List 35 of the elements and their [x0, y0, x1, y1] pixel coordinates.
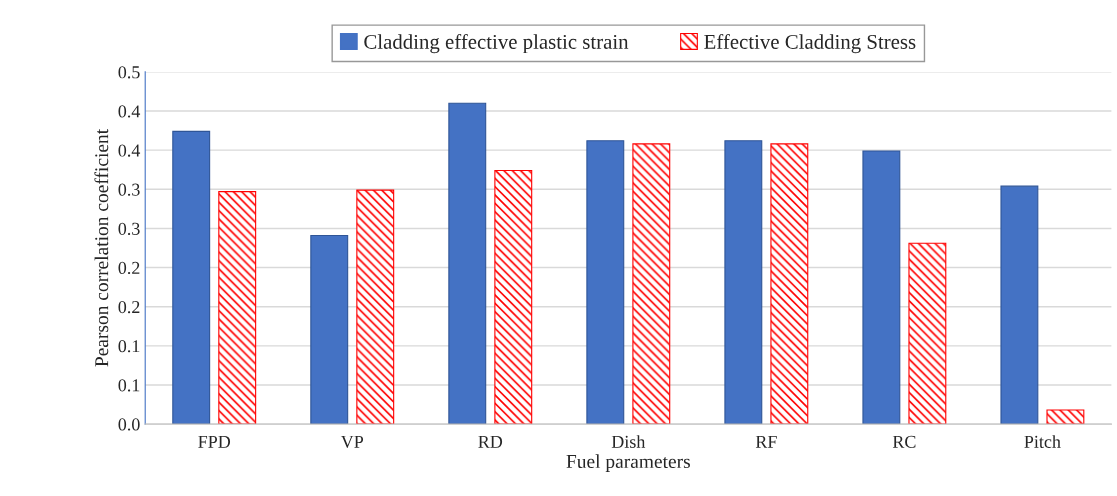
- y-tick-label: 0.4: [118, 144, 141, 157]
- legend-label: Effective Cladding Stress: [704, 34, 916, 54]
- bar: [908, 242, 947, 425]
- y-tick-label: 0.3: [118, 222, 140, 235]
- y-tick-label: 0.1: [118, 340, 140, 353]
- bar: [724, 140, 763, 425]
- bar: [770, 143, 809, 425]
- y-tick-label: 0.2: [118, 300, 140, 314]
- bar: [632, 143, 671, 425]
- x-tick-label: Pitch: [1024, 435, 1061, 448]
- y-tick-label: 0.5: [118, 66, 140, 79]
- y-axis-title: Pearson correlation coefficient: [94, 128, 109, 367]
- x-tick-label: RD: [478, 435, 503, 448]
- bar: [862, 150, 901, 425]
- bar: [218, 191, 257, 425]
- y-tick-label: 0.4: [118, 105, 141, 118]
- bar: [1046, 409, 1085, 425]
- x-tick-label: VP: [340, 435, 364, 448]
- x-tick-label: RC: [892, 435, 916, 448]
- legend-label: Cladding effective plastic strain: [364, 34, 629, 54]
- bar: [310, 234, 349, 425]
- bar: [494, 169, 533, 425]
- y-tick-label: 0.3: [118, 183, 140, 196]
- y-tick-label: 0.2: [118, 261, 140, 275]
- x-tick-label: Dish: [611, 435, 646, 448]
- bar: [1000, 185, 1039, 425]
- bar: [586, 140, 625, 425]
- y-tick-label: 0.0: [118, 418, 140, 431]
- y-tick-label: 0.1: [118, 379, 140, 392]
- x-tick-label: RF: [755, 435, 777, 448]
- bar: [448, 102, 487, 425]
- bar: [172, 130, 211, 425]
- x-tick-label: FPD: [198, 435, 231, 448]
- bar: [356, 189, 395, 425]
- x-axis-title: Fuel parameters: [566, 454, 690, 472]
